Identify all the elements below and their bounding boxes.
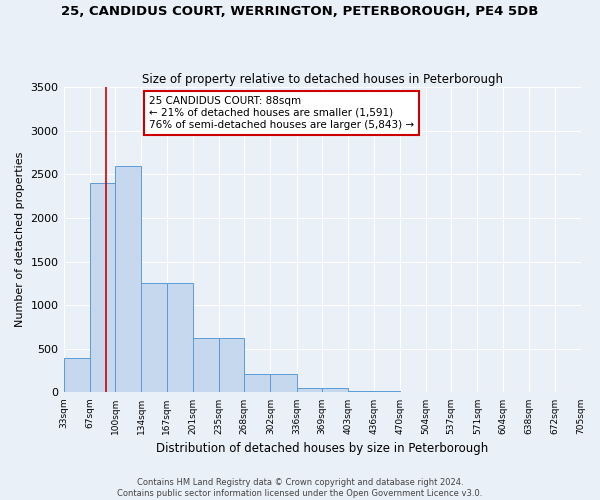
Bar — [271, 374, 296, 392]
Bar — [167, 284, 193, 393]
Bar — [244, 374, 271, 392]
Bar — [374, 390, 400, 392]
Bar — [115, 166, 141, 392]
Text: 25 CANDIDUS COURT: 88sqm
← 21% of detached houses are smaller (1,591)
76% of sem: 25 CANDIDUS COURT: 88sqm ← 21% of detach… — [149, 96, 414, 130]
Bar — [193, 338, 219, 392]
Text: 25, CANDIDUS COURT, WERRINGTON, PETERBOROUGH, PE4 5DB: 25, CANDIDUS COURT, WERRINGTON, PETERBOR… — [61, 5, 539, 18]
X-axis label: Distribution of detached houses by size in Peterborough: Distribution of detached houses by size … — [156, 442, 488, 455]
Title: Size of property relative to detached houses in Peterborough: Size of property relative to detached ho… — [142, 73, 503, 86]
Bar — [219, 338, 244, 392]
Bar — [141, 284, 167, 393]
Bar — [348, 390, 374, 392]
Bar — [64, 358, 89, 392]
Bar — [89, 183, 115, 392]
Bar — [322, 388, 348, 392]
Y-axis label: Number of detached properties: Number of detached properties — [15, 152, 25, 328]
Text: Contains HM Land Registry data © Crown copyright and database right 2024.
Contai: Contains HM Land Registry data © Crown c… — [118, 478, 482, 498]
Bar — [296, 388, 322, 392]
